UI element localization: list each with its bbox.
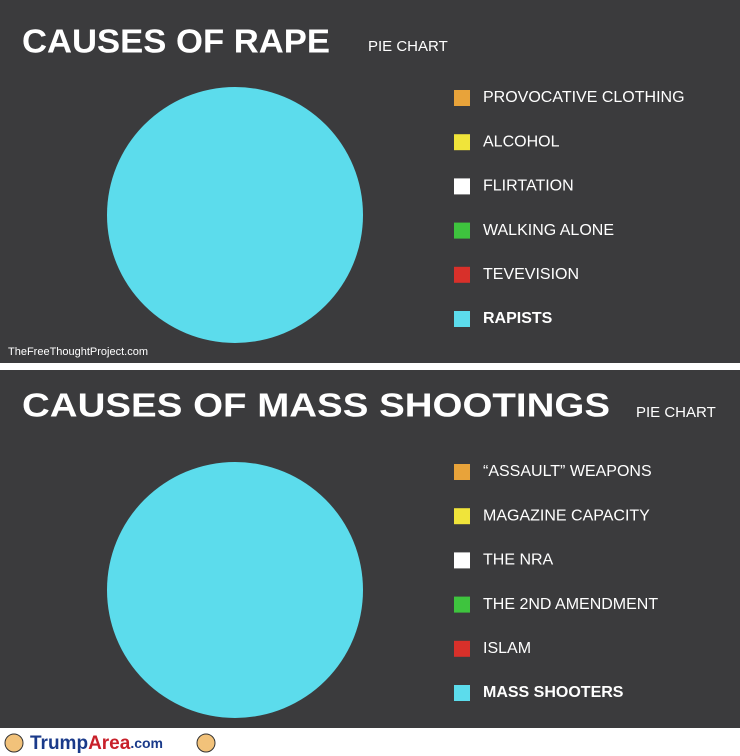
pie-slice bbox=[107, 87, 363, 343]
legend-swatch bbox=[454, 464, 470, 480]
legend-swatch bbox=[454, 134, 470, 151]
pie-slice bbox=[107, 462, 363, 718]
legend-swatch bbox=[454, 90, 470, 106]
legend-label: MAGAZINE CAPACITY bbox=[483, 507, 650, 524]
legend-swatch bbox=[454, 508, 470, 525]
watermark-part: Trump bbox=[30, 733, 88, 754]
legend-label: WALKING ALONE bbox=[483, 222, 614, 239]
source: TheFreeThoughtProject.com bbox=[8, 346, 148, 358]
legend-swatch bbox=[454, 311, 470, 327]
icon bbox=[4, 733, 24, 753]
legend-swatch bbox=[454, 596, 470, 613]
legend-swatch bbox=[454, 552, 470, 569]
legend-swatch bbox=[454, 178, 470, 195]
legend-label: FLIRTATION bbox=[483, 178, 574, 195]
legend-label: “ASSAULT” WEAPONS bbox=[483, 463, 652, 480]
watermark-part: .com bbox=[130, 735, 163, 751]
chart-title: CAUSES OF MASS SHOOTINGS bbox=[22, 387, 610, 424]
legend-swatch bbox=[454, 222, 470, 239]
watermark: TrumpArea.com bbox=[30, 733, 163, 754]
chart-subtitle: PIE CHART bbox=[636, 404, 716, 421]
legend-label: MASS SHOOTERS bbox=[483, 684, 624, 701]
chart-title: CAUSES OF RAPE bbox=[22, 23, 330, 60]
legend-label: ISLAM bbox=[483, 640, 531, 657]
legend-swatch bbox=[454, 266, 470, 283]
legend-label: ALCOHOL bbox=[483, 133, 560, 150]
icon bbox=[196, 733, 216, 753]
legend-label: RAPISTS bbox=[483, 310, 553, 327]
legend-label: THE NRA bbox=[483, 552, 554, 569]
chart-subtitle: PIE CHART bbox=[368, 38, 448, 55]
legend-swatch bbox=[454, 640, 470, 657]
legend-label: THE 2ND AMENDMENT bbox=[483, 596, 658, 613]
legend-label: PROVOCATIVE CLOTHING bbox=[483, 89, 685, 106]
legend-label: TEVEVISION bbox=[483, 266, 579, 283]
watermark-part: Area bbox=[88, 733, 131, 754]
legend-swatch bbox=[454, 685, 470, 701]
